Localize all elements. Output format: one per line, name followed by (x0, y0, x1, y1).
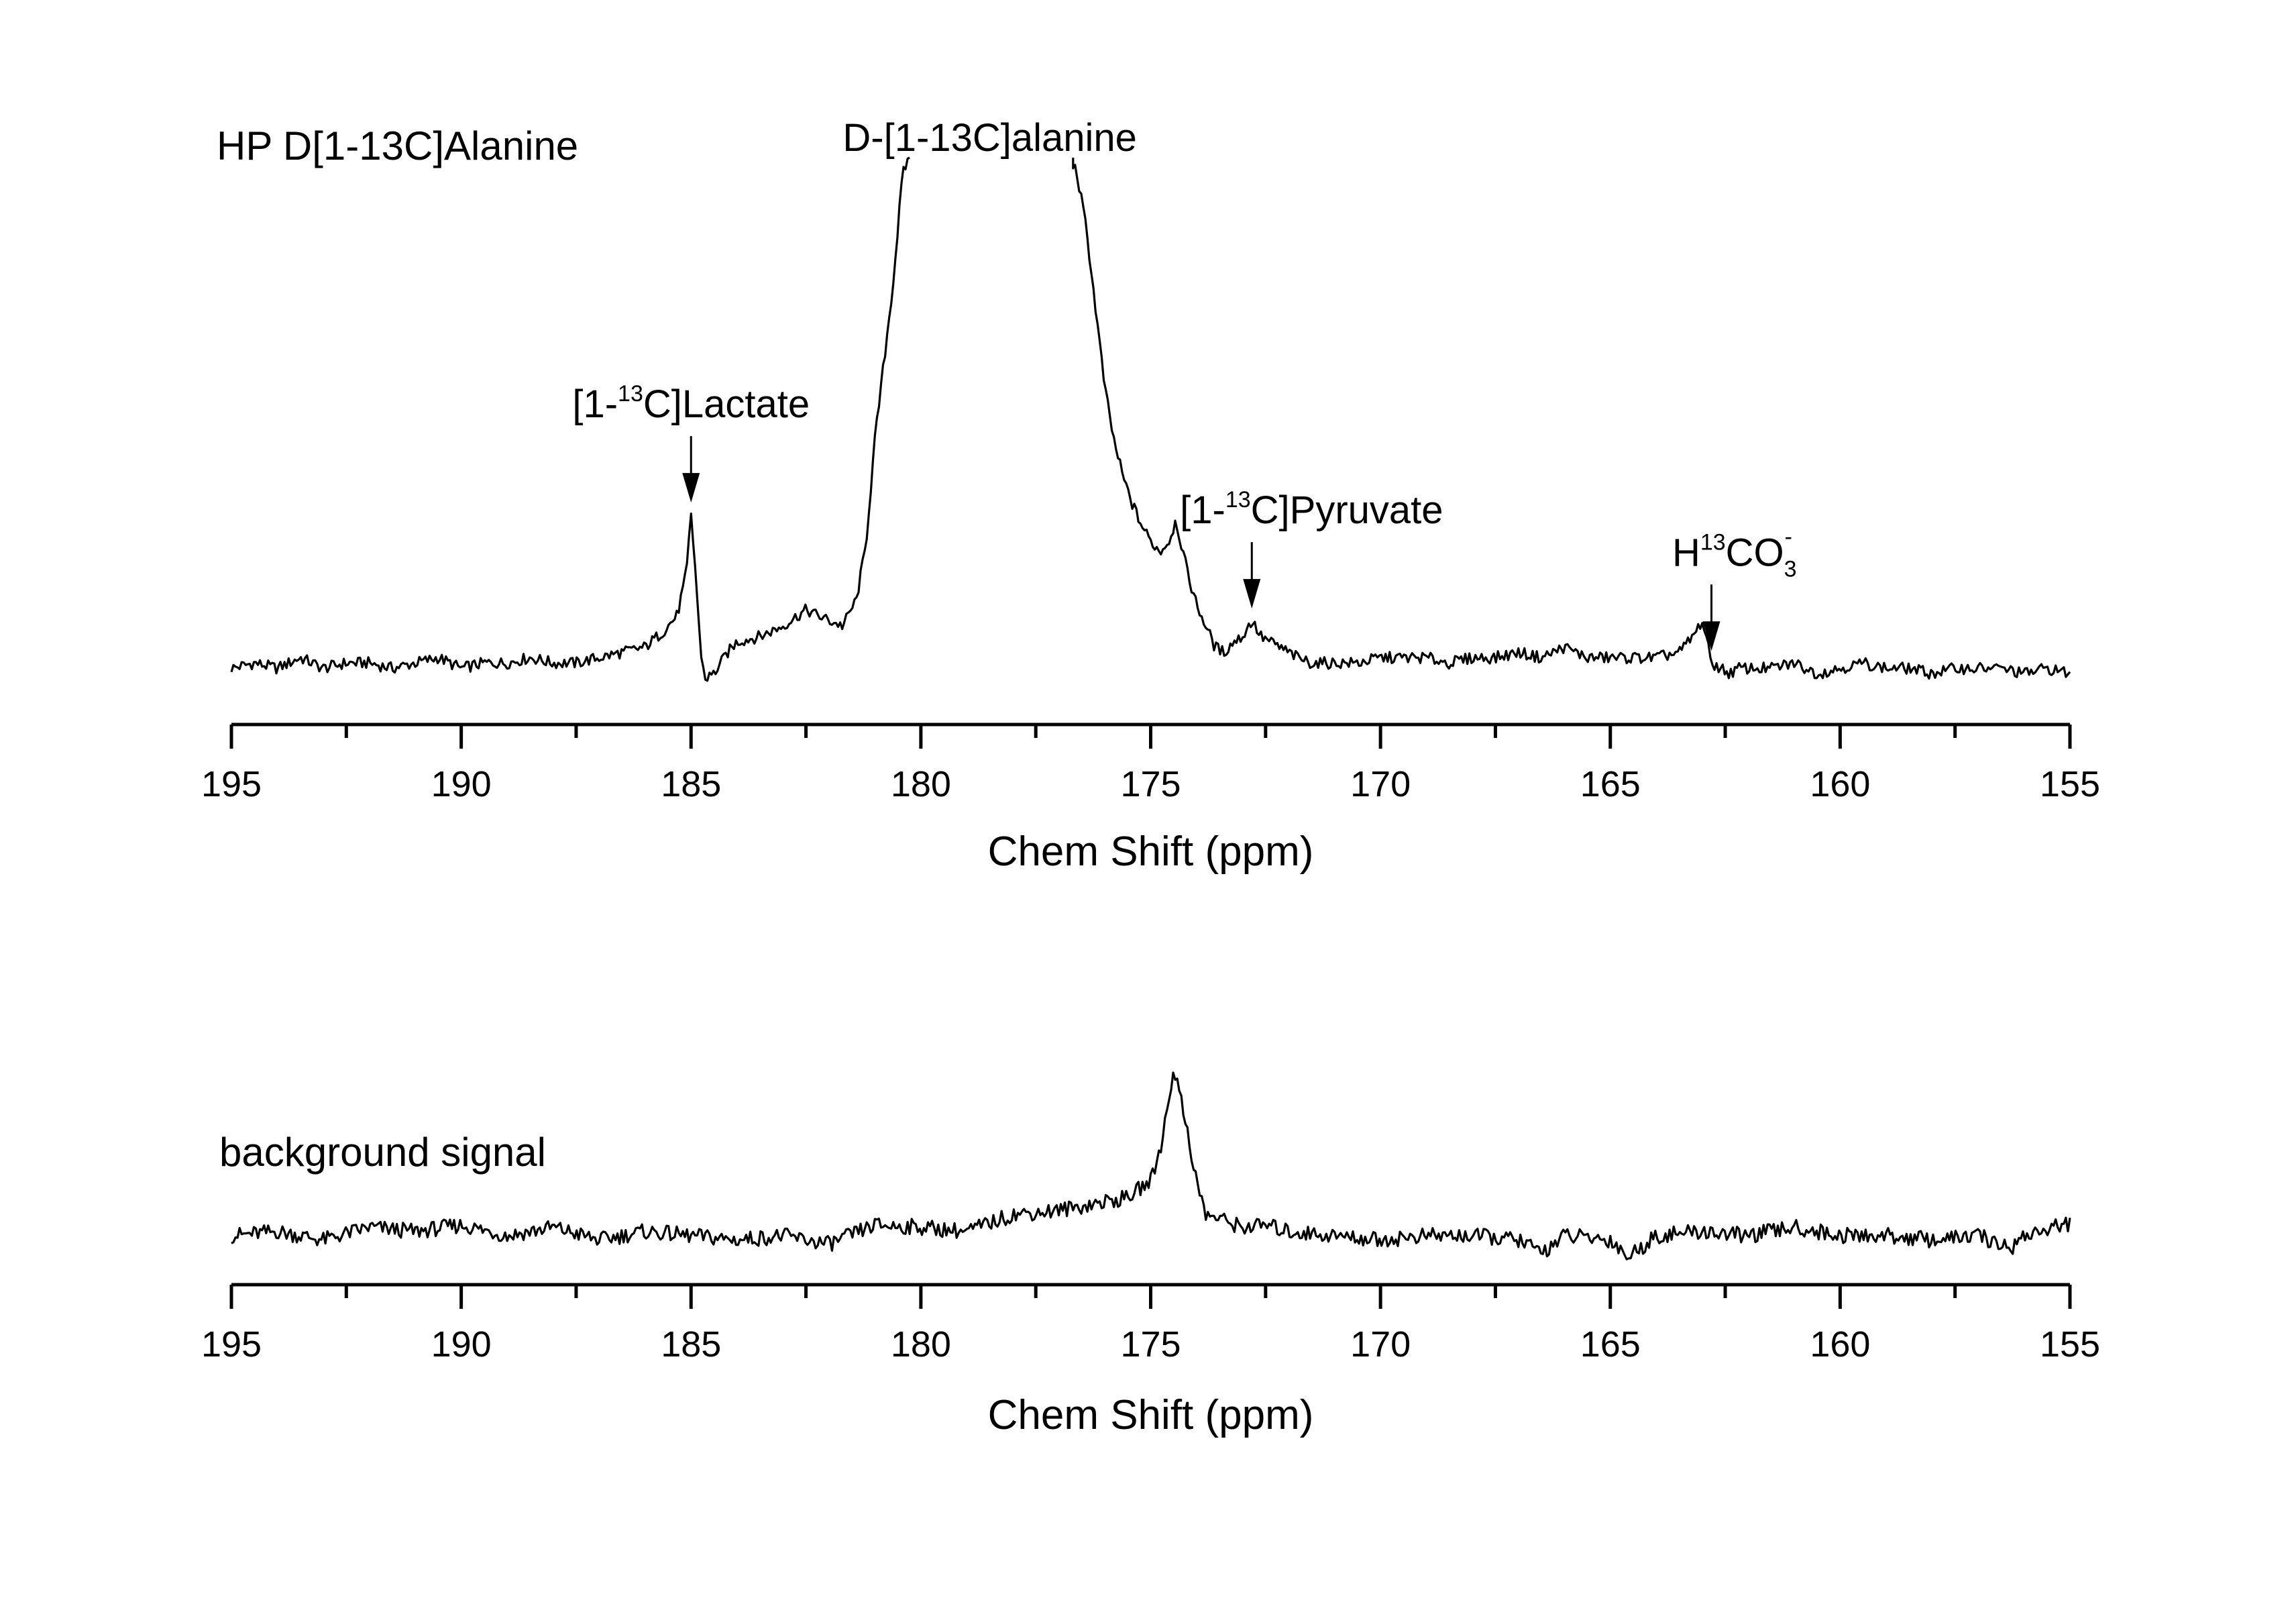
tick-label: 165 (1580, 1324, 1641, 1365)
tick-label: 155 (2040, 764, 2100, 804)
spectrum-panel-alanine: HP D[1-13C]Alanine D-[1-13C]alanine [1-13… (201, 116, 2100, 875)
tick-label: 195 (201, 1324, 262, 1365)
spectrum-trace-background (231, 1071, 2071, 1261)
tick-label: 170 (1350, 1324, 1411, 1365)
tick-label: 185 (661, 764, 721, 804)
panel-title-background: background signal (219, 1130, 546, 1175)
peak-annotations: D-[1-13C]alanine [1-13C]Lactate [1-13C]Pyr… (572, 116, 1796, 582)
annotation-arrow-head (682, 473, 700, 503)
tick-label: 180 (891, 1324, 951, 1365)
tick-label: 190 (431, 764, 492, 804)
x-axis-ticks-background: 195 190 185 180 175 170 165 160 155 (201, 1285, 2100, 1365)
annotation-label-alanine: D-[1-13C]alanine (842, 116, 1136, 160)
tick-label: 195 (201, 764, 262, 804)
annotation-label-hco: H13CO3- (1672, 524, 1797, 582)
x-axis-title: Chem Shift (ppm) (988, 828, 1314, 875)
annotation-arrows (682, 436, 1720, 651)
spectrum-trace-alanine (230, 156, 2071, 682)
tick-label: 160 (1810, 764, 1870, 804)
tick-label: 180 (891, 764, 951, 804)
spectrum-panel-background: background signal 195 190 185 180 175 170 165 1… (201, 1071, 2100, 1438)
tick-label: 175 (1120, 764, 1181, 804)
x-axis-ticks: 195 190 185 180 175 170 165 160 155 (201, 725, 2100, 804)
tick-label: 160 (1810, 1324, 1870, 1365)
annotation-label-cpyruvate: [1-13C]Pyruvate (1180, 487, 1443, 532)
tick-label: 170 (1350, 764, 1411, 804)
tick-label: 175 (1120, 1324, 1181, 1365)
tick-label: 190 (431, 1324, 492, 1365)
annotation-arrow-head (1702, 621, 1720, 651)
annotation-label-clactate: [1-13C]Lactate (572, 381, 810, 426)
tick-label: 165 (1580, 764, 1641, 804)
tick-label: 155 (2040, 1324, 2100, 1365)
tick-label: 185 (661, 1324, 721, 1365)
panel-title: HP D[1-13C]Alanine (217, 123, 578, 168)
x-axis-title-background: Chem Shift (ppm) (988, 1392, 1314, 1438)
annotation-arrow-head (1243, 579, 1261, 609)
